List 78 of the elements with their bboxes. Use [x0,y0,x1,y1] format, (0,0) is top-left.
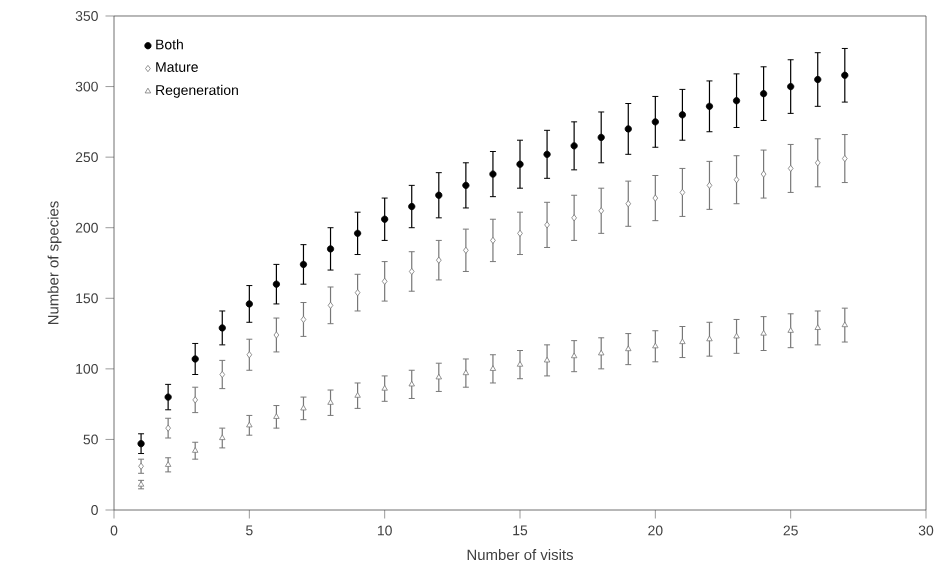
point [165,424,171,432]
point [814,159,821,167]
point [273,413,280,419]
point [733,176,740,184]
point [218,324,226,332]
point [814,75,822,84]
point [760,329,767,336]
point [787,327,794,333]
point [219,434,226,441]
point [273,331,280,339]
point [300,404,307,411]
point [652,194,659,202]
point [787,82,795,91]
point [570,352,578,359]
point [679,338,686,345]
point [300,315,307,324]
point [543,150,551,158]
point [625,345,632,352]
point [192,396,198,404]
point [164,393,172,401]
point [571,214,577,222]
point [272,280,280,288]
point [354,229,362,237]
point [489,170,497,178]
point [760,90,768,98]
point [705,102,714,110]
point [706,181,713,189]
point [381,385,388,391]
point [814,324,821,330]
point [652,342,659,349]
point [842,154,848,163]
point [191,355,199,363]
point [246,351,253,359]
point [354,392,361,398]
point [489,365,497,371]
point [624,125,632,133]
point [463,246,469,254]
point [327,301,334,309]
point [570,142,578,150]
point [408,380,415,387]
point [841,321,848,328]
point [408,202,416,211]
point [679,188,686,197]
point [137,440,145,448]
point [327,399,334,405]
point [516,361,524,367]
point [598,349,605,356]
point [435,373,442,380]
point [706,335,713,342]
point [246,421,253,428]
point [732,97,741,105]
point [436,256,442,264]
point [381,215,389,223]
point [299,260,308,268]
point [490,236,496,244]
point [516,160,524,168]
point [544,221,550,229]
point [219,370,226,379]
point [787,164,794,173]
point [462,181,470,189]
point [841,71,849,79]
point [678,111,686,119]
point [326,245,335,253]
point [381,277,388,285]
point [651,118,659,126]
point [543,356,551,363]
point [462,369,470,376]
point [245,300,253,308]
point [517,229,523,237]
point [597,133,605,141]
point [760,170,767,178]
point [733,332,740,339]
point [435,191,443,199]
point [625,200,632,208]
point [598,207,604,215]
point [408,267,415,276]
point [354,289,361,297]
point [192,447,199,453]
